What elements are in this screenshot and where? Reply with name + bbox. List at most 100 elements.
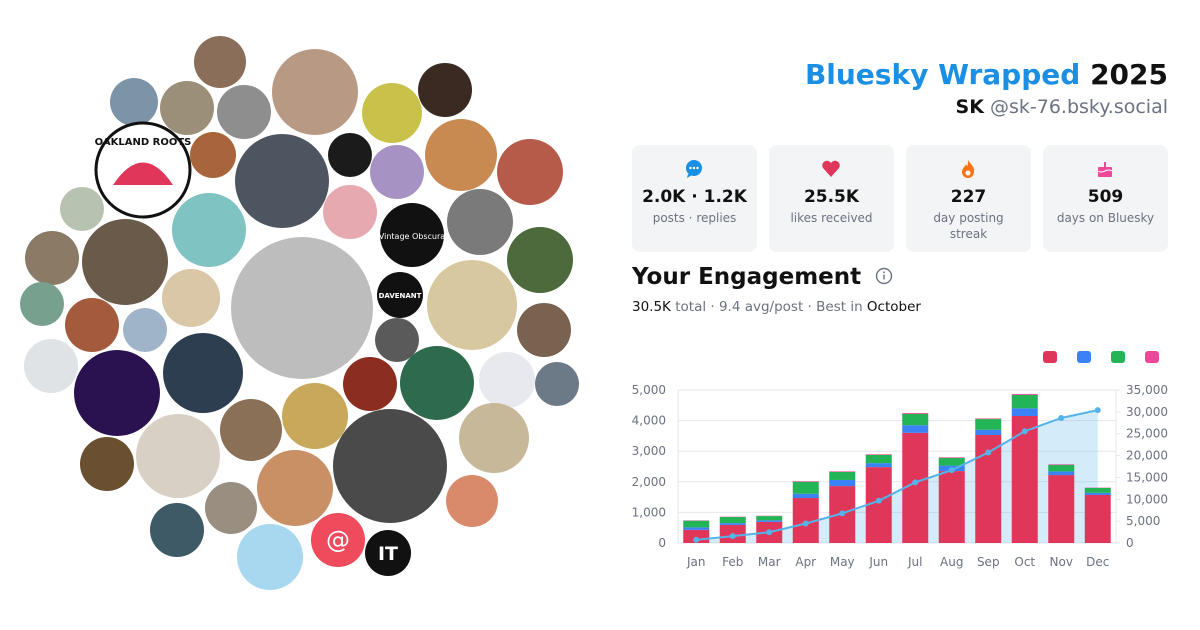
x-tick-label: Dec [1086, 555, 1109, 569]
legend-marker[interactable] [1043, 351, 1057, 363]
title: Bluesky Wrapped 2025 [805, 58, 1168, 91]
bar-segment [683, 527, 710, 530]
title-brand: Bluesky Wrapped [804, 58, 1081, 91]
y-tick-label: 0 [658, 536, 666, 550]
y2-tick-label: 10,000 [1126, 492, 1168, 506]
stat-value: 509 [1087, 187, 1124, 207]
summary-total: 30.5K [632, 299, 671, 315]
line-point [1094, 407, 1101, 414]
summary-best: October [866, 299, 921, 315]
bar-segment [792, 481, 819, 482]
bar-segment [865, 454, 892, 455]
summary-text: total · 9.4 avg/post · Best in [675, 299, 863, 315]
avatar [323, 185, 377, 239]
bar-segment [829, 472, 856, 480]
avatar [60, 187, 104, 231]
summary: 30.5K total · 9.4 avg/post · Best in Oct… [632, 299, 921, 315]
avatar [365, 530, 411, 576]
bar-segment [1011, 394, 1038, 409]
avatar [380, 203, 444, 267]
avatar [375, 318, 419, 362]
bar-segment [1048, 471, 1075, 476]
line-point [948, 467, 955, 474]
x-tick-label: Jul [907, 555, 922, 569]
line-point [1021, 428, 1028, 435]
bar-segment [1048, 464, 1075, 465]
stat-value: 25.5K [803, 187, 860, 207]
avatar [497, 139, 563, 205]
avatar [25, 231, 79, 285]
bar-segment [1084, 494, 1111, 543]
avatar-text: Vintage Obscura [379, 232, 445, 241]
info-icon[interactable] [875, 267, 893, 285]
stat-label: days on Bluesky [1056, 211, 1155, 225]
avatar [418, 63, 472, 117]
avatar-text: @ [326, 526, 350, 554]
legend-marker[interactable] [1111, 351, 1125, 363]
avatar [220, 399, 282, 461]
bar-segment [975, 419, 1002, 430]
avatar [311, 513, 365, 567]
bar-segment [902, 412, 929, 414]
stat-value: 2.0K · 1.2K [642, 187, 747, 207]
bar-segment [938, 471, 965, 543]
avatar [217, 85, 271, 139]
avatar-text: DAVENANT [379, 292, 422, 300]
avatar [272, 49, 358, 135]
bar-segment [1048, 464, 1075, 472]
bar-segment [829, 479, 856, 487]
y2-tick-label: 5,000 [1126, 514, 1160, 528]
x-tick-label: Aug [940, 555, 963, 569]
avatar [82, 219, 168, 305]
line-point [839, 510, 846, 517]
avatar [282, 383, 348, 449]
avatar [163, 333, 243, 413]
legend-marker[interactable] [1145, 351, 1159, 363]
bar-segment [902, 413, 929, 426]
stat-value: 227 [950, 187, 987, 207]
avatar [136, 414, 220, 498]
avatar [479, 352, 535, 408]
line-point [912, 479, 919, 486]
x-tick-label: Nov [1050, 555, 1073, 569]
y-tick-label: 5,000 [632, 383, 666, 397]
line-point [1058, 414, 1065, 421]
user-name: SK [955, 96, 984, 118]
bar-segment [719, 516, 746, 524]
bar-segment [975, 429, 1002, 435]
y-tick-label: 2,000 [632, 475, 666, 489]
bar-segment [792, 481, 819, 494]
icon [686, 160, 702, 178]
line-point [985, 449, 992, 456]
avatar [20, 282, 64, 326]
bar-segment [756, 520, 783, 522]
y2-tick-label: 25,000 [1126, 427, 1168, 441]
bar-segment [1011, 408, 1038, 417]
avatar [427, 260, 517, 350]
x-tick-label: Feb [722, 555, 743, 569]
legend-swatch [1043, 351, 1057, 363]
stat-label: day posting streak [933, 211, 1004, 241]
icon [822, 160, 840, 177]
bar-segment [975, 418, 1002, 420]
icon [962, 160, 975, 178]
bar-segment [756, 516, 783, 521]
bar-segment [865, 467, 892, 543]
x-tick-label: Sep [977, 555, 1000, 569]
icon [1097, 162, 1113, 177]
y-tick-label: 1,000 [632, 505, 666, 519]
legend-swatch [1145, 351, 1159, 363]
avatar [362, 83, 422, 143]
avatar [205, 482, 257, 534]
avatar [507, 227, 573, 293]
bar-segment [1011, 393, 1038, 395]
avatar [343, 357, 397, 411]
bar-segment [792, 493, 819, 499]
stat-card: 25.5K likes received [769, 145, 894, 252]
avatar-collage: OAKLAND ROOTS Vintage Obscura DAVENANT @ IT [20, 36, 579, 590]
avatar [235, 134, 329, 228]
avatar [377, 272, 423, 318]
legend-marker[interactable] [1077, 351, 1091, 363]
y-tick-label: 4,000 [632, 414, 666, 428]
